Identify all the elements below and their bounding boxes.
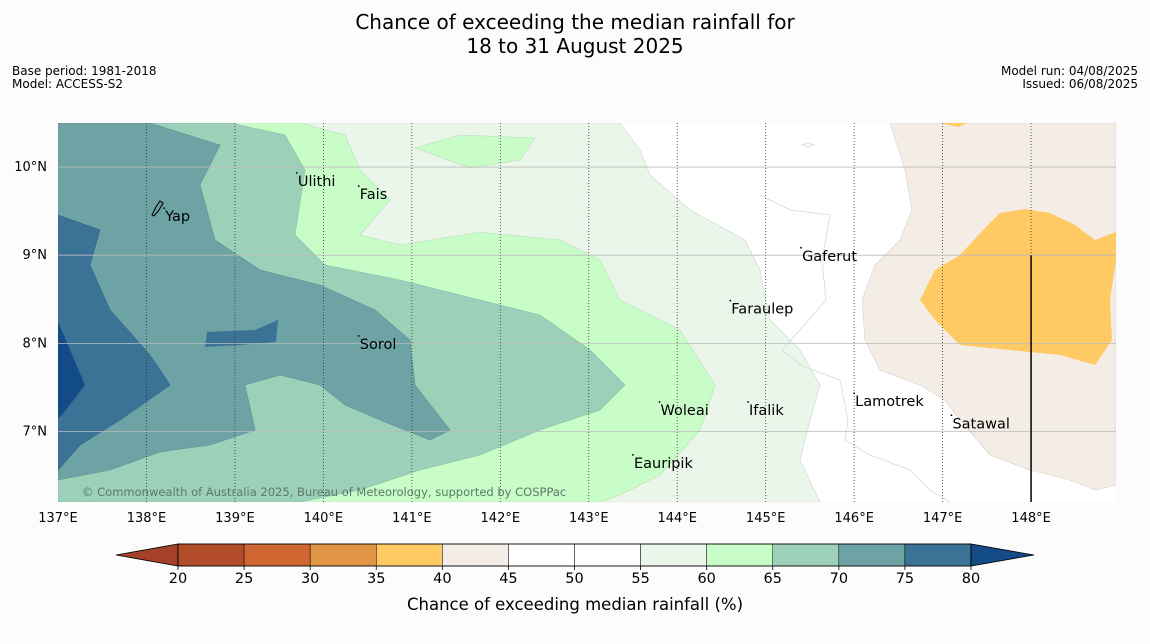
place-marker	[658, 401, 661, 403]
place-marker	[357, 335, 360, 337]
place-label: Satawal	[952, 416, 1009, 432]
place-marker	[950, 414, 953, 417]
model-run-label: Model run: 04/08/2025	[1000, 64, 1138, 78]
colorbar-tick-label: 75	[896, 571, 914, 587]
colorbar-segment	[772, 543, 840, 567]
colorbar-tick-label: 40	[433, 571, 451, 587]
contour-75-patch	[205, 320, 278, 347]
place-marker	[295, 171, 298, 174]
colorbar-segment	[904, 543, 972, 567]
colorbar-tick-label: 60	[697, 571, 715, 587]
longitude-label: 146°E	[834, 511, 874, 526]
meta-right: Model run: 04/08/2025 Issued: 06/08/2025	[1001, 65, 1138, 91]
colorbar-segment	[309, 543, 377, 567]
place-labels: Yap Ulithi Fais Gaferut Faraulep Sorol Lamotre…	[163, 171, 1010, 472]
yap-island-outline	[151, 200, 164, 217]
latitude-labels: 10°N 9°N 8°N 7°N	[14, 160, 47, 439]
longitude-label: 148°E	[1011, 511, 1051, 526]
colorbar-tick-label: 50	[565, 571, 583, 587]
place-label: Faraulep	[731, 302, 793, 318]
contour-40	[920, 209, 1116, 365]
place-label: Ifalik	[749, 403, 784, 419]
place-marker	[632, 454, 634, 456]
longitude-label: 143°E	[569, 511, 609, 526]
colorbar-segment	[574, 543, 641, 567]
latitude-label: 8°N	[23, 336, 48, 351]
place-marker	[163, 207, 166, 210]
longitude-label: 138°E	[127, 511, 167, 526]
colorbar-tick-label: 35	[367, 571, 385, 587]
colorbar-extend-low	[115, 543, 179, 567]
longitude-label: 139°E	[215, 511, 255, 526]
colorbar-tick-label: 80	[962, 571, 980, 587]
longitude-label: 144°E	[657, 511, 697, 526]
place-marker	[747, 401, 749, 403]
latitude-label: 7°N	[23, 424, 48, 439]
place-label: Yap	[164, 209, 190, 225]
place-label: Ulithi	[298, 174, 336, 190]
place-marker	[729, 299, 732, 302]
colorbar-segment	[838, 543, 906, 567]
map-contours	[58, 123, 1116, 502]
gridlines	[58, 123, 1116, 502]
place-label: Fais	[360, 187, 387, 203]
latitude-label: 10°N	[14, 160, 47, 175]
colorbar-tick-label: 20	[169, 571, 187, 587]
colorbar-segment	[177, 543, 245, 567]
longitude-label: 140°E	[304, 511, 344, 526]
longitude-label: 147°E	[923, 511, 963, 526]
colorbar-segment	[508, 543, 575, 567]
place-label: Eauripik	[634, 456, 693, 472]
colorbar-title: Chance of exceeding median rainfall (%)	[407, 595, 743, 614]
longitude-label: 137°E	[38, 511, 78, 526]
contour-75	[58, 214, 171, 471]
model-label: Model: ACCESS-S2	[12, 77, 124, 91]
colorbar-segment	[706, 543, 774, 567]
colorbar-tick-label: 30	[301, 571, 319, 587]
colorbar: 20 25 30 35 40 45 50 55 60 65 70 75 80	[115, 543, 1035, 587]
meta-left: Base period: 1981-2018 Model: ACCESS-S2	[12, 65, 157, 91]
place-label: Gaferut	[802, 249, 857, 265]
place-label: Lamotrek	[855, 394, 924, 410]
colorbar-segment	[442, 543, 509, 567]
place-label: Woleai	[661, 403, 709, 419]
contour-line-50b	[800, 142, 816, 148]
colorbar-tick-label: 25	[235, 571, 253, 587]
place-marker	[800, 246, 802, 249]
copyright-text: © Commonwealth of Australia 2025, Bureau…	[82, 485, 566, 499]
chart-title-line2: 18 to 31 August 2025	[466, 34, 684, 58]
chart-title-line1: Chance of exceeding the median rainfall …	[355, 10, 795, 34]
longitude-label: 142°E	[481, 511, 521, 526]
colorbar-extend-high	[970, 543, 1035, 567]
colorbar-tick-label: 65	[764, 571, 782, 587]
contour-40-north	[940, 123, 968, 127]
latitude-label: 9°N	[23, 248, 48, 263]
longitude-label: 145°E	[746, 511, 786, 526]
colorbar-tick-label: 55	[631, 571, 649, 587]
colorbar-tick-label: 70	[830, 571, 848, 587]
contour-60-north	[414, 134, 536, 169]
issued-label: Issued: 06/08/2025	[1022, 77, 1138, 91]
place-label: Sorol	[360, 337, 397, 353]
colorbar-segment	[243, 543, 311, 567]
colorbar-segment	[640, 543, 707, 567]
place-marker	[357, 185, 360, 188]
base-period-label: Base period: 1981-2018	[12, 64, 157, 78]
longitude-labels: 137°E 138°E 139°E 140°E 141°E 142°E 143°E 144°E…	[38, 511, 1051, 526]
contour-80	[58, 322, 85, 418]
longitude-label: 141°E	[392, 511, 432, 526]
colorbar-tick-label: 45	[499, 571, 517, 587]
place-marker	[853, 392, 856, 395]
colorbar-segment	[376, 543, 443, 567]
contour-line-50	[759, 194, 951, 502]
